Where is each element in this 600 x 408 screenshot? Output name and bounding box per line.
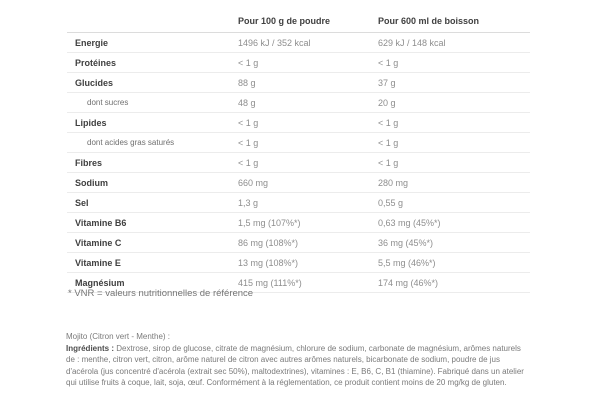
row-value-per-100g: 13 mg (108%*) <box>238 257 299 268</box>
row-value-per-600ml: < 1 g <box>378 137 399 148</box>
table-row: Vitamine C 86 mg (108%*) 36 mg (45%*) <box>67 233 530 253</box>
nutrition-table-body: Energie 1496 kJ / 352 kcal 629 kJ / 148 … <box>67 33 530 293</box>
row-value-per-100g: 1496 kJ / 352 kcal <box>238 37 311 48</box>
row-value-per-100g: 88 g <box>238 77 256 88</box>
row-label: Lipides <box>75 117 107 128</box>
row-label: Fibres <box>75 157 103 168</box>
table-row: Sodium 660 mg 280 mg <box>67 173 530 193</box>
row-label: Magnésium <box>75 277 125 288</box>
table-row: Glucides 88 g 37 g <box>67 73 530 93</box>
table-row: Magnésium 415 mg (111%*) 174 mg (46%*) <box>67 273 530 293</box>
table-row: Sel 1,3 g 0,55 g <box>67 193 530 213</box>
row-value-per-600ml: 36 mg (45%*) <box>378 237 434 248</box>
flavor-title: Mojito (Citron vert - Menthe) : <box>66 332 171 341</box>
row-value-per-600ml: 280 mg <box>378 177 409 188</box>
table-row: Vitamine B6 1,5 mg (107%*) 0,63 mg (45%*… <box>67 213 530 233</box>
table-row: dont acides gras saturés < 1 g < 1 g <box>67 133 530 153</box>
table-row: dont sucres 48 g 20 g <box>67 93 530 113</box>
ingredients-body: Dextrose, sirop de glucose, citrate de m… <box>66 343 524 388</box>
row-label: Sel <box>75 197 89 208</box>
table-row: Vitamine E 13 mg (108%*) 5,5 mg (46%*) <box>67 253 530 273</box>
row-label: Vitamine B6 <box>75 217 127 228</box>
row-label: Sodium <box>75 177 108 188</box>
row-value-per-600ml: 37 g <box>378 77 396 88</box>
row-value-per-600ml: < 1 g <box>378 117 399 128</box>
row-value-per-600ml: 5,5 mg (46%*) <box>378 257 436 268</box>
vnr-footnote: * VNR = valeurs nutritionnelles de référ… <box>68 288 254 299</box>
row-value-per-600ml: 20 g <box>378 97 396 108</box>
row-value-per-600ml: 0,55 g <box>378 197 404 208</box>
row-value-per-100g: < 1 g <box>238 57 259 68</box>
row-value-per-100g: 415 mg (111%*) <box>238 277 302 288</box>
table-row: Energie 1496 kJ / 352 kcal 629 kJ / 148 … <box>67 33 530 53</box>
row-value-per-100g: < 1 g <box>238 157 259 168</box>
ingredients-text: Ingrédients : Dextrose, sirop de glucose… <box>66 343 524 389</box>
table-row: Lipides < 1 g < 1 g <box>67 113 530 133</box>
row-value-per-100g: 660 mg <box>238 177 269 188</box>
row-value-per-100g: 1,3 g <box>238 197 259 208</box>
row-value-per-600ml: 174 mg (46%*) <box>378 277 439 288</box>
row-value-per-100g: < 1 g <box>238 117 259 128</box>
row-value-per-100g: 86 mg (108%*) <box>238 237 299 248</box>
row-value-per-600ml: < 1 g <box>378 157 399 168</box>
row-label: dont sucres <box>87 98 129 107</box>
row-value-per-600ml: 0,63 mg (45%*) <box>378 217 441 228</box>
row-label: Protéines <box>75 57 117 68</box>
nutrition-table-header: Pour 100 g de poudre Pour 600 ml de bois… <box>67 10 530 33</box>
header-cell-per-600ml: Pour 600 ml de boisson <box>378 16 480 26</box>
row-value-per-600ml: < 1 g <box>378 57 399 68</box>
ingredients-label: Ingrédients : <box>66 343 115 353</box>
row-label: Energie <box>75 37 109 48</box>
table-row: Protéines < 1 g < 1 g <box>67 53 530 73</box>
header-cell-per-100g: Pour 100 g de poudre <box>238 16 331 26</box>
row-value-per-100g: < 1 g <box>238 137 259 148</box>
row-label: dont acides gras saturés <box>87 138 175 147</box>
ingredients-section: Mojito (Citron vert - Menthe) : Ingrédie… <box>66 331 524 389</box>
row-value-per-600ml: 629 kJ / 148 kcal <box>378 37 446 48</box>
row-label: Vitamine E <box>75 257 121 268</box>
nutrition-table: Pour 100 g de poudre Pour 600 ml de bois… <box>67 10 530 293</box>
row-label: Glucides <box>75 77 114 88</box>
row-value-per-100g: 1,5 mg (107%*) <box>238 217 301 228</box>
row-value-per-100g: 48 g <box>238 97 256 108</box>
table-row: Fibres < 1 g < 1 g <box>67 153 530 173</box>
row-label: Vitamine C <box>75 237 122 248</box>
